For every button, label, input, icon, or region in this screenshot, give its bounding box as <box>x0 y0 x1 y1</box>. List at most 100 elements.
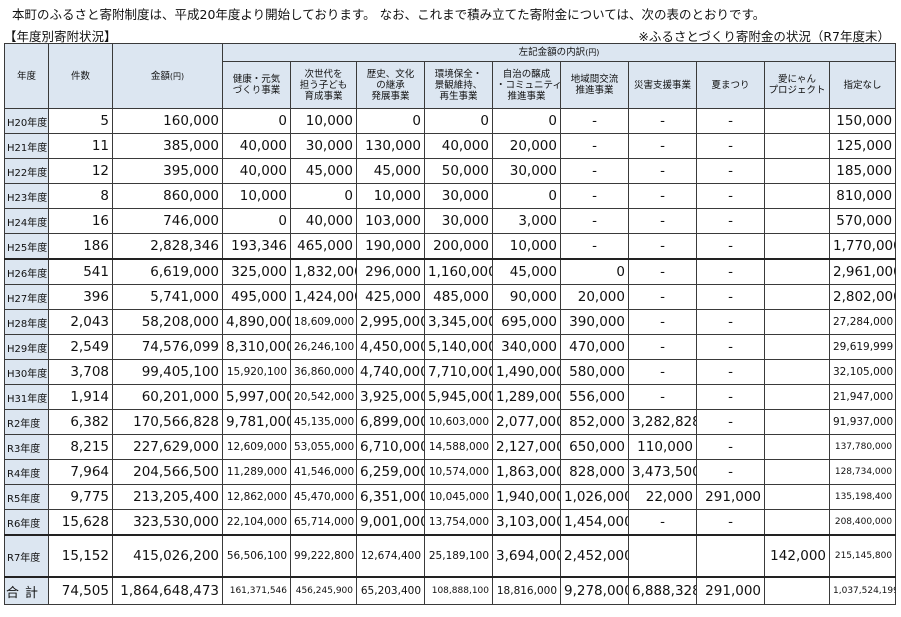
year-cell: H21年度 <box>4 133 49 159</box>
value-cell: 650,000 <box>560 434 629 460</box>
value-cell: - <box>560 233 629 260</box>
value-cell: 208,400,000 <box>828 509 897 536</box>
value-cell: 65,203,400 <box>356 576 425 605</box>
value-cell: 1,037,524,199 <box>828 576 897 605</box>
value-cell: 3,000 <box>492 208 561 234</box>
value-cell: 2,127,000 <box>492 434 561 460</box>
value-cell: - <box>696 509 765 536</box>
value-cell: 12,674,400 <box>356 534 425 578</box>
value-cell: 10,000 <box>222 183 291 209</box>
value-cell: 291,000 <box>696 484 765 510</box>
value-cell: 45,000 <box>356 158 425 184</box>
header-col-3: 環境保全・ 景観維持、 再生事業 <box>424 61 493 109</box>
header-col-line: の継承 <box>376 79 405 91</box>
value-cell: - <box>696 258 765 285</box>
value-cell: 0 <box>222 208 291 234</box>
value-cell: 9,781,000 <box>222 409 291 435</box>
value-cell: 125,000 <box>828 133 897 159</box>
value-cell: 26,246,100 <box>290 334 357 360</box>
year-cell: R3年度 <box>4 434 49 460</box>
value-cell <box>764 334 830 360</box>
value-cell: 29,619,999 <box>828 334 897 360</box>
year-cell: H20年度 <box>4 108 49 134</box>
header-col-8: 愛にゃん プロジェクト <box>764 61 830 109</box>
table-row: H20年度 5 160,000 0 10,000 0 0 0- - -150,000 <box>4 108 897 134</box>
value-cell: 340,000 <box>492 334 561 360</box>
value-cell: 7,964 <box>48 459 113 485</box>
value-cell: 110,000 <box>628 434 697 460</box>
value-cell: 10,000 <box>290 108 357 134</box>
value-cell <box>764 434 830 460</box>
value-cell: 20,000 <box>492 133 561 159</box>
year-cell: H29年度 <box>4 334 49 360</box>
value-cell: 45,135,000 <box>290 409 357 435</box>
value-cell: 186 <box>48 233 113 260</box>
table-row: H23年度 8 860,000 10,000 0 10,000 30,000 0- - -810,… <box>4 183 897 209</box>
value-cell: - <box>696 183 765 209</box>
value-cell: 2,961,000 <box>828 258 897 285</box>
value-cell: 170,566,828 <box>112 409 223 435</box>
table-row: R4年度 7,964 204,566,500 11,289,000 41,546,000… <box>4 459 897 485</box>
value-cell: 0 <box>560 258 629 285</box>
table-row: R2年度 6,382 170,566,828 9,781,000 45,135,000 6… <box>4 409 897 435</box>
value-cell: 22,104,000 <box>222 509 291 536</box>
value-cell: 456,245,900 <box>290 576 357 605</box>
value-cell: 12,862,000 <box>222 484 291 510</box>
value-cell: - <box>628 309 697 335</box>
header-col-line: 担う子ども <box>299 79 348 91</box>
year-cell: 合計 <box>4 576 49 605</box>
value-cell <box>764 284 830 310</box>
value-cell <box>696 534 765 578</box>
value-cell: 3,473,500 <box>628 459 697 485</box>
value-cell: - <box>628 133 697 159</box>
value-cell: 2,077,000 <box>492 409 561 435</box>
value-cell: 325,000 <box>222 258 291 285</box>
value-cell: 9,001,000 <box>356 509 425 536</box>
year-cell: H24年度 <box>4 208 49 234</box>
year-cell: R6年度 <box>4 509 49 536</box>
header-col-line: プロジェクト <box>768 85 826 96</box>
header-col-line: 愛にゃん <box>777 74 816 85</box>
value-cell: - <box>628 233 697 260</box>
value-cell: 5 <box>48 108 113 134</box>
header-col-line: 景観維持、 <box>434 79 483 91</box>
header-col-line: 災害支援事業 <box>633 79 691 91</box>
value-cell: 60,201,000 <box>112 384 223 410</box>
header-col-line: 指定なし <box>843 79 882 91</box>
year-cell: H30年度 <box>4 359 49 385</box>
value-cell: 695,000 <box>492 309 561 335</box>
value-cell <box>764 233 830 260</box>
value-cell: 485,000 <box>424 284 493 310</box>
value-cell: - <box>560 158 629 184</box>
value-cell: 12,609,000 <box>222 434 291 460</box>
value-cell: 1,914 <box>48 384 113 410</box>
value-cell: 11,289,000 <box>222 459 291 485</box>
value-cell: 53,055,000 <box>290 434 357 460</box>
table-row: H29年度 2,549 74,576,099 8,310,000 26,246,100 4… <box>4 334 897 360</box>
value-cell: - <box>628 334 697 360</box>
value-cell: 103,000 <box>356 208 425 234</box>
value-cell: - <box>696 359 765 385</box>
title-row: 【年度別寄附状況】 ※ふるさとづくり寄附金の状況（R7年度末） <box>4 26 894 44</box>
value-cell: 5,741,000 <box>112 284 223 310</box>
value-cell: 40,000 <box>290 208 357 234</box>
value-cell: 10,000 <box>492 233 561 260</box>
value-cell <box>764 359 830 385</box>
value-cell: 390,000 <box>560 309 629 335</box>
value-cell: - <box>696 233 765 260</box>
value-cell <box>764 459 830 485</box>
value-cell: 1,863,000 <box>492 459 561 485</box>
value-cell: 45,000 <box>492 258 561 285</box>
table-row: H30年度 3,708 99,405,100 15,920,100 36,860,000… <box>4 359 897 385</box>
header-breakdown-cols: 健康・元気 づくり事業 次世代を 担う子ども 育成事業 歴史、文化 の継承 発展事業 環境保全・… <box>5 61 897 109</box>
value-cell: 860,000 <box>112 183 223 209</box>
value-cell: - <box>696 133 765 159</box>
value-cell: 135,198,400 <box>828 484 897 510</box>
value-cell: - <box>696 309 765 335</box>
value-cell: 3,282,828 <box>628 409 697 435</box>
value-cell: 10,574,000 <box>424 459 493 485</box>
value-cell: 74,505 <box>48 576 113 605</box>
value-cell: 0 <box>222 108 291 134</box>
value-cell: 204,566,500 <box>112 459 223 485</box>
header-col-6: 災害支援事業 <box>628 61 697 109</box>
